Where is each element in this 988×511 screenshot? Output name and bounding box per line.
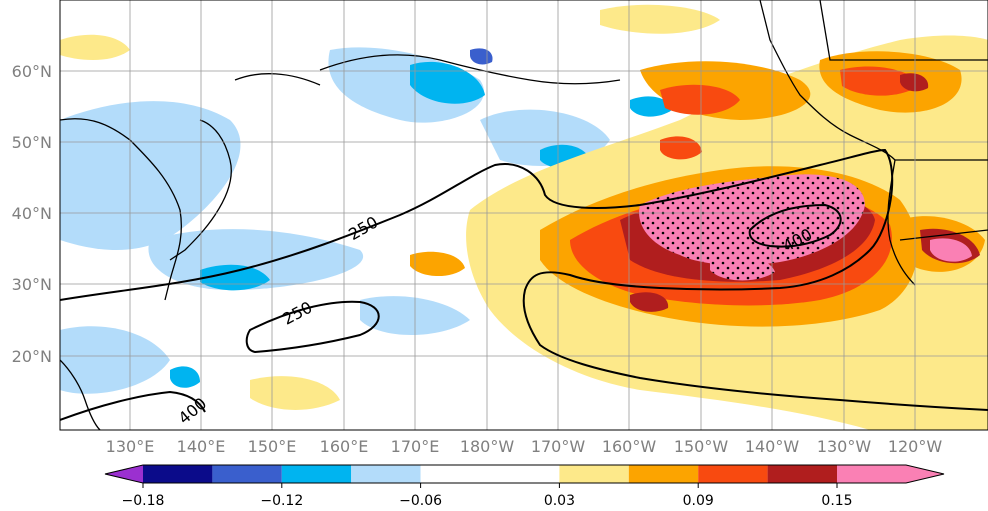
colorbar-segment [212, 465, 282, 483]
coastlines [60, 0, 988, 430]
colorbar-tick-label: 0.03 [544, 493, 575, 509]
gridlines [60, 0, 988, 430]
map-panel: 250 250 400 400 [60, 0, 988, 430]
contour-lines [60, 148, 988, 421]
colorbar-segment [837, 465, 906, 483]
lat-label: 60°N [12, 62, 52, 81]
colorbar-min-extension [105, 465, 143, 483]
lon-label: 170°W [531, 437, 586, 456]
anomaly-shading [60, 4, 988, 430]
lon-label: 120°W [888, 437, 943, 456]
contour-250-lower [245, 300, 380, 354]
lon-label: 130°W [817, 437, 872, 456]
colorbar-tick-label: −0.12 [260, 493, 303, 509]
lon-label: 130°E [106, 437, 155, 456]
longitude-labels: 130°E 140°E 150°E 160°E 170°E 180°W 170°… [106, 437, 943, 456]
lon-label: 150°W [674, 437, 729, 456]
lon-label: 180°W [460, 437, 515, 456]
contour-400-east [748, 203, 842, 248]
colorbar-max-extension [906, 465, 944, 483]
colorbar-segment [351, 465, 421, 483]
lat-label: 30°N [12, 275, 52, 294]
colorbar-segment [420, 465, 560, 483]
map-border [59, 0, 988, 431]
lat-label: 50°N [12, 133, 52, 152]
contour-400-west [60, 390, 206, 421]
colorbar-segment [698, 465, 768, 483]
lat-label: 40°N [12, 204, 52, 223]
lon-label: 140°E [177, 437, 226, 456]
colorbar-segment [628, 465, 699, 483]
colorbar-tick-label: 0.09 [683, 493, 714, 509]
colorbar-tick-label: 0.15 [821, 493, 852, 509]
colorbar-ticks [142, 483, 838, 488]
colorbar-segment [281, 465, 352, 483]
contour-250-upper [60, 148, 988, 411]
lon-label: 170°E [391, 437, 440, 456]
colorbar-segment [559, 465, 629, 483]
lon-label: 160°E [320, 437, 369, 456]
lon-label: 140°W [745, 437, 800, 456]
colorbar-segment [767, 465, 837, 483]
lon-label: 150°E [248, 437, 297, 456]
colorbar-segment [143, 465, 213, 483]
colorbar-tick-label: −0.06 [399, 493, 442, 509]
lat-label: 20°N [12, 347, 52, 366]
latitude-labels: 60°N 50°N 40°N 30°N 20°N [12, 62, 52, 366]
colorbar-tick-label: −0.18 [122, 493, 165, 509]
lon-label: 160°W [602, 437, 657, 456]
colorbar: −0.18 −0.12 −0.06 0.03 0.09 0.15 [104, 464, 945, 509]
